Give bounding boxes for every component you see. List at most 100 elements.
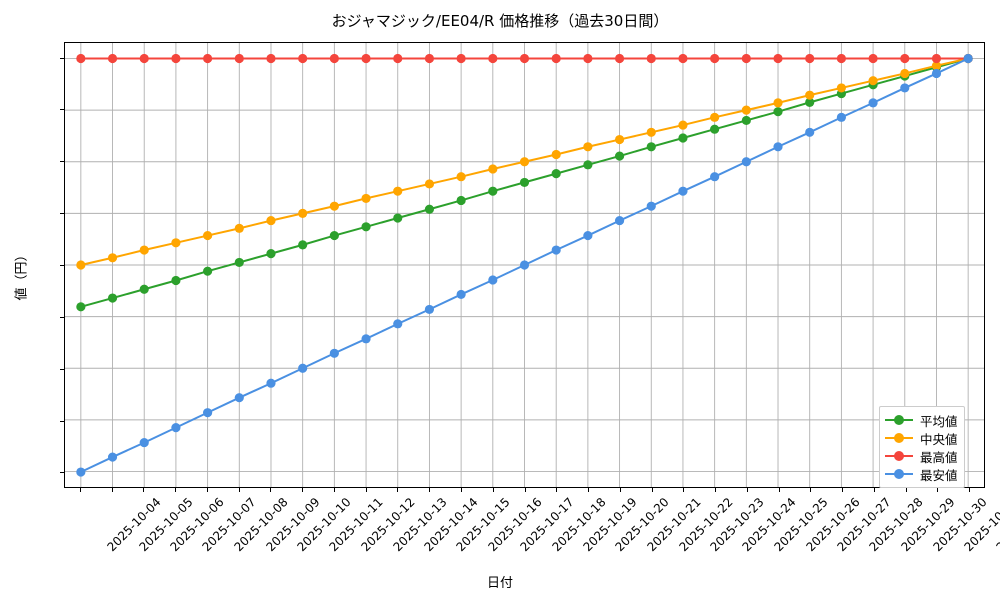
x-tick-mark bbox=[365, 488, 367, 492]
x-tick-mark bbox=[905, 488, 907, 492]
data-point bbox=[710, 172, 720, 182]
data-point bbox=[646, 201, 656, 211]
data-point bbox=[361, 334, 371, 344]
y-tick-mark bbox=[60, 161, 64, 163]
legend-item-3[interactable]: 最安値 bbox=[885, 465, 958, 483]
legend-item-1[interactable]: 中央値 bbox=[885, 429, 958, 447]
data-point bbox=[424, 204, 435, 214]
data-point bbox=[298, 363, 308, 373]
data-point bbox=[805, 97, 815, 107]
data-point bbox=[741, 115, 751, 126]
data-point bbox=[931, 53, 942, 64]
data-point bbox=[773, 98, 783, 108]
series-平均値 bbox=[76, 53, 973, 312]
legend-swatch-icon bbox=[885, 468, 913, 480]
legend-label: 最安値 bbox=[920, 467, 958, 483]
data-point bbox=[203, 230, 213, 241]
data-point bbox=[456, 289, 466, 300]
data-point bbox=[931, 68, 942, 79]
data-point bbox=[456, 172, 466, 182]
data-point bbox=[76, 467, 86, 477]
data-point bbox=[298, 208, 308, 218]
y-tick-mark bbox=[60, 109, 64, 111]
data-point bbox=[678, 186, 688, 196]
data-point bbox=[678, 53, 688, 64]
legend-label: 中央値 bbox=[920, 431, 958, 447]
data-point bbox=[614, 134, 625, 145]
data-point bbox=[107, 293, 118, 303]
plot-svg bbox=[65, 43, 984, 487]
data-point bbox=[76, 302, 86, 312]
data-point bbox=[519, 260, 530, 270]
x-tick-mark bbox=[588, 488, 590, 492]
data-point bbox=[107, 53, 118, 64]
data-point bbox=[773, 107, 783, 117]
data-point bbox=[614, 216, 625, 226]
x-tick-mark bbox=[651, 488, 653, 492]
data-point bbox=[963, 53, 973, 64]
data-point bbox=[836, 83, 846, 93]
data-point bbox=[107, 452, 118, 462]
data-point bbox=[900, 53, 910, 64]
data-point bbox=[234, 393, 244, 403]
x-tick-mark bbox=[460, 488, 462, 492]
data-point bbox=[76, 53, 86, 64]
data-point bbox=[519, 177, 530, 187]
data-point bbox=[488, 186, 498, 196]
data-point bbox=[393, 186, 403, 196]
y-tick-mark bbox=[60, 316, 64, 318]
data-point bbox=[171, 275, 181, 286]
data-point bbox=[266, 216, 276, 226]
data-point bbox=[488, 164, 498, 174]
legend-item-2[interactable]: 最高値 bbox=[885, 447, 958, 465]
data-point bbox=[900, 83, 910, 93]
data-point bbox=[741, 105, 751, 115]
x-tick-mark bbox=[111, 488, 113, 492]
data-point bbox=[900, 68, 910, 79]
data-point bbox=[266, 249, 276, 259]
data-point bbox=[710, 112, 720, 122]
data-point bbox=[171, 53, 181, 64]
data-point bbox=[805, 53, 815, 64]
data-point bbox=[456, 195, 466, 206]
data-point bbox=[836, 53, 846, 64]
x-tick-mark bbox=[524, 488, 526, 492]
data-point bbox=[298, 240, 308, 250]
data-point bbox=[139, 438, 149, 448]
data-point bbox=[203, 408, 213, 418]
legend-item-0[interactable]: 平均値 bbox=[885, 411, 958, 429]
data-point bbox=[710, 124, 720, 134]
x-tick-mark bbox=[715, 488, 717, 492]
x-tick-mark bbox=[397, 488, 399, 492]
x-tick-mark bbox=[333, 488, 335, 492]
plot-area bbox=[64, 42, 985, 488]
legend-label: 平均値 bbox=[920, 413, 958, 429]
data-point bbox=[583, 230, 593, 241]
data-point bbox=[171, 238, 181, 248]
data-point bbox=[551, 149, 561, 160]
data-point bbox=[456, 53, 466, 64]
x-tick-mark bbox=[969, 488, 971, 492]
data-point bbox=[234, 257, 244, 267]
data-point bbox=[139, 53, 149, 64]
data-point bbox=[710, 53, 720, 64]
data-point bbox=[868, 76, 878, 86]
x-tick-mark bbox=[778, 488, 780, 492]
data-point bbox=[234, 53, 244, 64]
data-point bbox=[329, 230, 339, 241]
x-tick-mark bbox=[746, 488, 748, 492]
y-tick-mark bbox=[60, 57, 64, 59]
legend-label: 最高値 bbox=[920, 449, 958, 465]
y-tick-mark bbox=[60, 265, 64, 266]
x-tick-mark bbox=[238, 488, 240, 492]
data-point bbox=[646, 53, 656, 64]
x-tick-mark bbox=[175, 488, 177, 492]
data-point bbox=[678, 133, 688, 143]
data-point bbox=[361, 222, 371, 232]
x-tick-mark bbox=[79, 488, 81, 492]
x-tick-mark bbox=[619, 488, 621, 492]
data-point bbox=[424, 179, 435, 189]
y-tick-mark bbox=[60, 472, 64, 474]
x-tick-mark bbox=[937, 488, 939, 492]
